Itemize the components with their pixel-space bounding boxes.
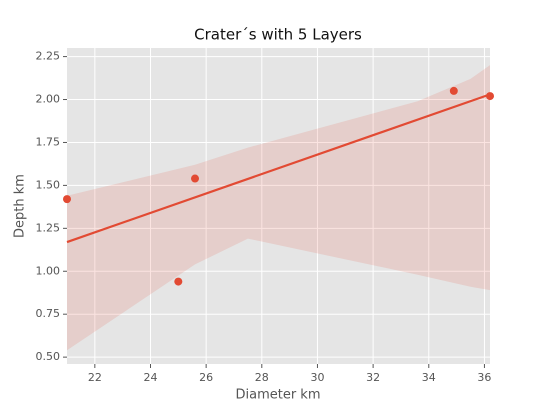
y-tick-label: 1.25	[36, 221, 61, 234]
x-tick-label: 36	[477, 371, 491, 384]
point	[486, 92, 494, 101]
point	[63, 195, 71, 204]
y-tick-label: 1.75	[36, 135, 61, 148]
confidence-band	[67, 65, 490, 351]
x-tick-label: 22	[88, 371, 102, 384]
y-tick-label: 0.50	[36, 350, 61, 363]
x-tick-label: 34	[422, 371, 436, 384]
regression-line	[66, 93, 491, 244]
x-tick-label: 24	[143, 371, 157, 384]
point	[449, 86, 458, 95]
chart-title: Crater´s with 5 Layers	[194, 26, 362, 44]
x-tick-label: 26	[199, 371, 213, 384]
x-tick-label: 32	[366, 371, 380, 384]
y-tick-label: 2.25	[36, 50, 61, 63]
point	[191, 174, 200, 183]
x-tick-label: 30	[310, 371, 324, 384]
y-axis-label: Depth km	[13, 174, 28, 238]
y-tick-label: 1.50	[36, 178, 61, 191]
plot-background	[67, 48, 490, 364]
y-tick-label: 0.75	[36, 307, 61, 320]
y-tick-label: 2.00	[36, 93, 61, 106]
x-axis-label: Diameter km	[235, 388, 320, 403]
point	[174, 277, 183, 286]
y-tick-label: 1.00	[36, 264, 61, 277]
x-tick-label: 28	[255, 371, 269, 384]
